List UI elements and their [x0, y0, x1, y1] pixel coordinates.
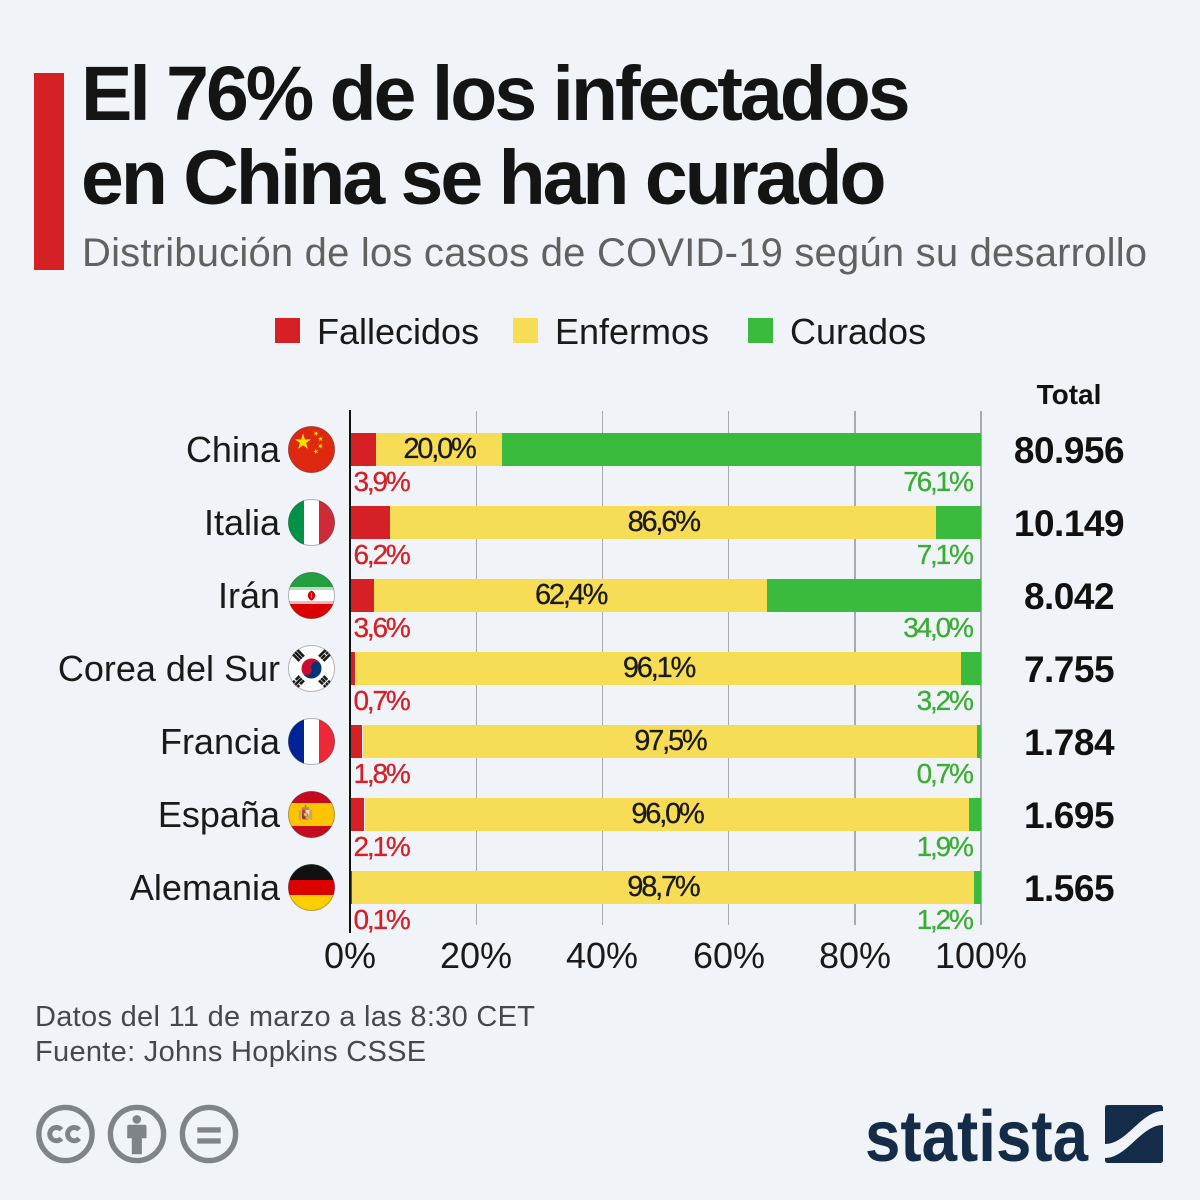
svg-text:statista: statista: [865, 1100, 1089, 1170]
